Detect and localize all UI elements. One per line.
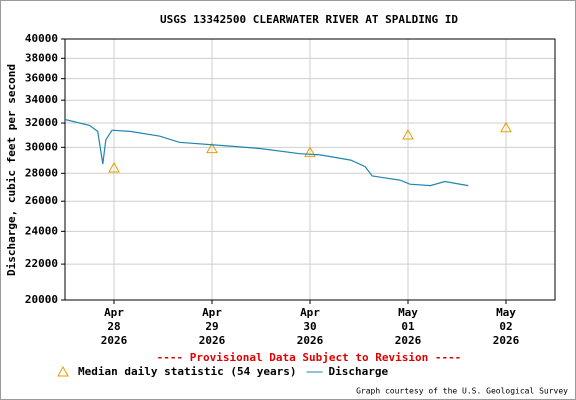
- credit: Graph courtesy of the U.S. Geological Su…: [356, 387, 568, 396]
- x-tick-label: 2026: [493, 334, 520, 347]
- provisional-note: ---- Provisional Data Subject to Revisio…: [157, 351, 462, 364]
- median-marker: [206, 142, 218, 154]
- x-tick-label: Apr: [202, 306, 222, 319]
- y-tick-label: 38000: [25, 51, 58, 64]
- x-tick-label: 2026: [199, 334, 226, 347]
- y-tick-label: 40000: [25, 32, 58, 45]
- y-tick-label: 36000: [25, 72, 58, 85]
- discharge-line: [64, 118, 469, 187]
- x-tick-label: May: [398, 306, 418, 319]
- y-tick-label: 30000: [25, 140, 58, 153]
- x-tick-label: 29: [205, 320, 218, 333]
- legend-label: Discharge: [329, 365, 389, 378]
- y-tick-label: 20000: [25, 293, 58, 306]
- x-tick-label: 30: [303, 320, 316, 333]
- y-tick-label: 34000: [25, 93, 58, 106]
- x-tick-label: 2026: [297, 334, 324, 347]
- x-tick-label: Apr: [300, 306, 320, 319]
- y-tick-label: 24000: [25, 224, 58, 237]
- median-marker: [304, 146, 316, 157]
- y-tick-label: 28000: [25, 166, 58, 179]
- median-marker: [500, 121, 512, 133]
- plot-frame: [64, 38, 556, 301]
- y-tick-label: 32000: [25, 116, 58, 129]
- median-marker: [402, 128, 414, 140]
- x-tick-label: May: [496, 306, 516, 319]
- legend-marker: [57, 365, 69, 377]
- y-tick-label: 22000: [25, 257, 58, 270]
- y-axis-label: Discharge, cubic feet per second: [5, 64, 18, 276]
- chart-title: USGS 13342500 CLEARWATER RIVER AT SPALDI…: [160, 13, 458, 26]
- median-marker: [108, 161, 120, 173]
- y-tick-label: 26000: [25, 194, 58, 207]
- x-tick-label: 02: [499, 320, 512, 333]
- x-tick-label: Apr: [104, 306, 124, 319]
- x-tick-label: 2026: [395, 334, 422, 347]
- x-tick-label: 28: [107, 320, 120, 333]
- legend-label: Median daily statistic (54 years): [78, 365, 297, 378]
- x-tick-label: 2026: [101, 334, 128, 347]
- x-tick-label: 01: [401, 320, 415, 333]
